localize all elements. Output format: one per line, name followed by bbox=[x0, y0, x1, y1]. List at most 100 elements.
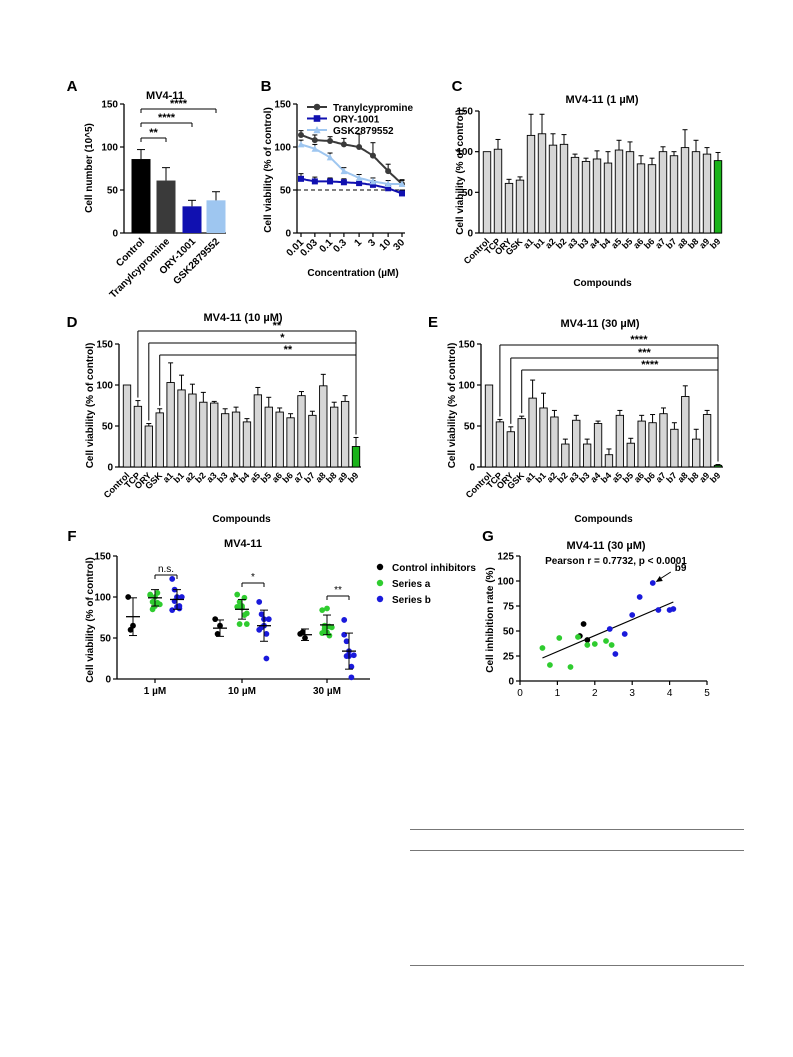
data-point bbox=[603, 638, 609, 644]
y-tick-label: 0 bbox=[285, 229, 291, 240]
legend-entry: Tranylcypromine bbox=[307, 103, 413, 114]
data-point bbox=[612, 651, 619, 657]
series-1 bbox=[298, 173, 405, 197]
data-point bbox=[398, 180, 406, 187]
x-tick-label: 30 µM bbox=[313, 686, 341, 697]
significance-bracket: ** bbox=[140, 127, 167, 142]
data-point bbox=[176, 603, 183, 609]
panel-e: E MV4-11 (30 µM) Cell viability (% of cont… bbox=[428, 314, 723, 525]
y-tick-label: 125 bbox=[497, 552, 514, 563]
bar bbox=[199, 401, 208, 468]
panel-letter: A bbox=[67, 78, 78, 95]
data-point bbox=[621, 631, 628, 637]
bar bbox=[658, 151, 668, 234]
panel-letter: D bbox=[67, 314, 78, 331]
data-point bbox=[324, 605, 330, 612]
legend-marker bbox=[376, 563, 384, 571]
chart-title: MV4-11 (30 µM) bbox=[566, 540, 645, 552]
significance-bracket: **** bbox=[140, 98, 217, 113]
panel-letter: F bbox=[67, 528, 76, 545]
y-axis-label: Cell viability (% of control) bbox=[85, 343, 96, 469]
x-tick-label: 10 µM bbox=[228, 686, 256, 697]
y-tick-label: 100 bbox=[497, 577, 514, 588]
y-tick-label: 150 bbox=[101, 100, 118, 111]
significance-bracket: ** bbox=[159, 344, 357, 435]
bar bbox=[286, 417, 295, 468]
y-tick-label: 150 bbox=[458, 340, 475, 351]
x-tick-label: 0 bbox=[517, 688, 523, 699]
panel-letter: B bbox=[261, 78, 272, 95]
bar bbox=[528, 397, 537, 468]
significance-label: * bbox=[251, 572, 255, 583]
y-tick-label: 100 bbox=[101, 143, 118, 154]
y-axis-label: Cell viability (% of control) bbox=[455, 109, 466, 235]
significance-label: **** bbox=[630, 334, 648, 346]
data-point bbox=[340, 167, 348, 175]
bar bbox=[177, 389, 186, 468]
bar bbox=[572, 419, 581, 468]
y-tick-label: 0 bbox=[105, 675, 111, 686]
panel-letter: E bbox=[428, 314, 438, 331]
x-tick-label: b9 bbox=[346, 470, 361, 485]
data-point bbox=[326, 153, 334, 161]
data-point bbox=[311, 145, 319, 152]
x-axis-label: Concentration (µM) bbox=[307, 268, 398, 279]
y-tick-label: 150 bbox=[94, 552, 111, 563]
significance-label: *** bbox=[638, 347, 652, 359]
data-point bbox=[556, 635, 563, 641]
data-point bbox=[348, 663, 355, 670]
y-tick-label: 150 bbox=[456, 107, 473, 118]
panel-b: B Cell viability (% of control) 0 50 100 150 0… bbox=[261, 78, 414, 279]
y-axis-label: Cell viability (% of control) bbox=[447, 343, 458, 469]
data-point bbox=[265, 616, 272, 623]
series-0 bbox=[125, 594, 312, 641]
chart-title: MV4-11 (10 µM) bbox=[203, 312, 282, 324]
bar bbox=[614, 149, 624, 234]
bar bbox=[308, 414, 317, 468]
series-2 bbox=[169, 576, 357, 681]
data-point bbox=[350, 652, 357, 659]
bar bbox=[340, 400, 350, 468]
data-point bbox=[608, 642, 615, 648]
x-tick-label: 2 bbox=[592, 688, 598, 699]
y-tick-label: 50 bbox=[280, 186, 292, 197]
y-tick-label: 0 bbox=[508, 677, 514, 688]
x-tick-label: 3 bbox=[366, 237, 378, 249]
legend-entry: Series a bbox=[376, 579, 431, 590]
significance-bracket: n.s. bbox=[154, 564, 178, 579]
bar bbox=[242, 421, 252, 468]
data-point bbox=[636, 594, 643, 600]
data-point bbox=[234, 603, 241, 610]
chart-title: MV4-11 bbox=[146, 90, 184, 102]
bar bbox=[484, 384, 494, 468]
bar bbox=[122, 384, 132, 468]
bar bbox=[131, 159, 151, 233]
legend-entry: Series b bbox=[376, 595, 431, 606]
bar bbox=[670, 428, 679, 468]
data-point bbox=[340, 141, 347, 148]
bar bbox=[713, 464, 723, 468]
panel-c: C MV4-11 (1 µM) Cell viability (% of contr… bbox=[452, 78, 723, 289]
panel-letter: C bbox=[452, 78, 463, 95]
x-tick-label: 5 bbox=[704, 688, 710, 699]
y-tick-label: 0 bbox=[467, 229, 473, 240]
data-point bbox=[298, 131, 304, 138]
data-point bbox=[567, 664, 574, 670]
point-label-b9: b9 bbox=[675, 563, 687, 574]
data-point bbox=[313, 103, 321, 111]
data-point bbox=[348, 674, 355, 681]
y-tick-label: 0 bbox=[469, 463, 475, 474]
significance-label: **** bbox=[170, 98, 188, 110]
data-point bbox=[385, 185, 392, 192]
bar bbox=[515, 179, 525, 234]
y-axis-label: Cell number (10^5) bbox=[84, 123, 95, 213]
significance-bracket: **** bbox=[521, 359, 719, 462]
significance-label: n.s. bbox=[158, 564, 174, 575]
significance-label: **** bbox=[158, 112, 176, 124]
x-tick-label: 1 µM bbox=[144, 686, 166, 697]
data-point bbox=[313, 126, 321, 134]
bar bbox=[702, 153, 712, 234]
table-bottom-rule bbox=[410, 965, 744, 966]
legend-label: Tranylcypromine bbox=[333, 103, 413, 114]
significance-bracket: * bbox=[241, 572, 265, 587]
